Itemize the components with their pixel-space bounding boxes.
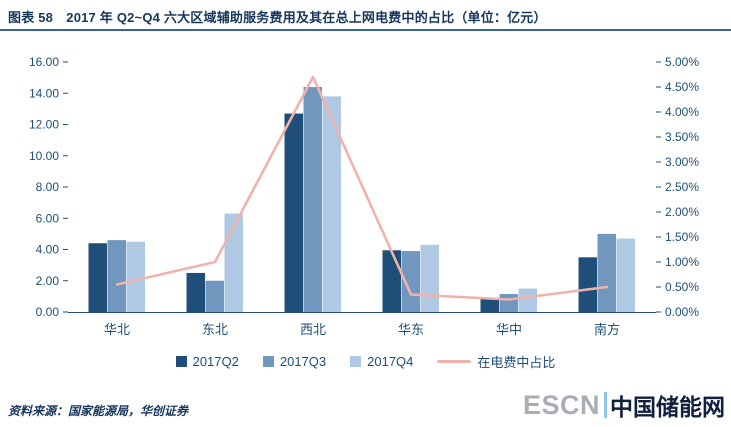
bar-2017Q3 bbox=[499, 294, 518, 312]
bar-2017Q3 bbox=[597, 233, 616, 312]
right-axis-tick-label: 1.00% bbox=[665, 255, 699, 269]
legend-label: 2017Q2 bbox=[192, 354, 239, 369]
bar-2017Q4 bbox=[322, 96, 341, 312]
left-axis-tick-label: 16.00 bbox=[29, 55, 59, 69]
bar-2017Q3 bbox=[401, 251, 420, 312]
left-axis-tick-label: 8.00 bbox=[36, 180, 60, 194]
bar-2017Q4 bbox=[126, 241, 145, 312]
x-axis-category-label: 东北 bbox=[202, 322, 228, 337]
title-underline bbox=[0, 29, 731, 31]
left-axis-tick-label: 10.00 bbox=[29, 149, 59, 163]
bar-2017Q2 bbox=[382, 250, 401, 312]
legend-color-swatch bbox=[175, 356, 187, 367]
escn-logo: ESCN 中国储能网 bbox=[523, 388, 725, 422]
legend-label: 2017Q4 bbox=[367, 354, 414, 369]
right-axis-tick-label: 1.50% bbox=[665, 230, 699, 244]
bar-2017Q4 bbox=[420, 244, 439, 312]
legend-color-swatch bbox=[350, 356, 362, 367]
right-axis-tick-label: 4.00% bbox=[665, 105, 699, 119]
left-axis-tick-label: 0.00 bbox=[36, 305, 60, 319]
x-axis-category-label: 华中 bbox=[496, 322, 522, 337]
logo-chinese-text: 中国储能网 bbox=[610, 394, 725, 420]
x-axis-category-label: 华北 bbox=[104, 322, 130, 337]
legend-label: 2017Q3 bbox=[279, 354, 327, 369]
legend-item-2017Q2: 2017Q2 bbox=[175, 354, 239, 369]
left-axis-tick-label: 2.00 bbox=[36, 274, 60, 288]
right-axis-tick-label: 0.00% bbox=[665, 305, 699, 319]
right-axis-tick-label: 3.00% bbox=[665, 155, 699, 169]
right-axis-tick-label: 4.50% bbox=[665, 80, 699, 94]
bar-2017Q2 bbox=[186, 272, 205, 312]
right-axis-tick-label: 2.50% bbox=[665, 180, 699, 194]
logo-escn-text: ESCN bbox=[522, 389, 600, 420]
right-axis-tick-label: 2.00% bbox=[665, 205, 699, 219]
legend-label: 在电费中占比 bbox=[477, 355, 556, 370]
bar-2017Q2 bbox=[88, 243, 107, 312]
bar-2017Q3 bbox=[303, 87, 322, 312]
left-axis-tick-label: 14.00 bbox=[29, 86, 59, 100]
bar-2017Q3 bbox=[205, 280, 224, 312]
chart-title: 图表 58 2017 年 Q2~Q4 六大区域辅助服务费用及其在总上网电费中的占… bbox=[8, 10, 547, 25]
chart-legend: 2017Q2 2017Q3 2017Q4 在电费中占比 bbox=[0, 352, 731, 371]
bar-2017Q4 bbox=[518, 288, 537, 312]
left-axis-tick-label: 6.00 bbox=[36, 211, 60, 225]
bar-2017Q4 bbox=[616, 238, 635, 312]
bar-2017Q2 bbox=[284, 113, 303, 312]
bar-2017Q3 bbox=[107, 240, 126, 312]
x-axis-category-label: 华东 bbox=[398, 322, 424, 337]
left-axis-tick-label: 12.00 bbox=[29, 118, 59, 132]
logo-divider bbox=[604, 392, 607, 418]
x-axis-category-label: 南方 bbox=[594, 322, 620, 337]
right-axis-tick-label: 3.50% bbox=[665, 130, 699, 144]
source-note: 资料来源：国家能源局，华创证券 bbox=[8, 404, 189, 418]
right-axis-tick-label: 0.50% bbox=[665, 280, 699, 294]
right-axis-tick-label: 5.00% bbox=[665, 55, 699, 69]
left-axis-tick-label: 4.00 bbox=[36, 243, 60, 257]
legend-color-swatch bbox=[262, 356, 274, 367]
legend-line-sample bbox=[437, 360, 472, 363]
bar-2017Q2 bbox=[480, 297, 499, 312]
x-axis-category-label: 西北 bbox=[300, 322, 326, 337]
bar-2017Q2 bbox=[578, 257, 597, 312]
legend-item-2017Q3: 2017Q3 bbox=[262, 354, 327, 369]
legend-item-2017Q4: 2017Q4 bbox=[350, 354, 413, 369]
legend-item-在电费中占比: 在电费中占比 bbox=[437, 352, 555, 371]
bar-2017Q4 bbox=[224, 213, 243, 312]
line-series bbox=[115, 75, 609, 301]
